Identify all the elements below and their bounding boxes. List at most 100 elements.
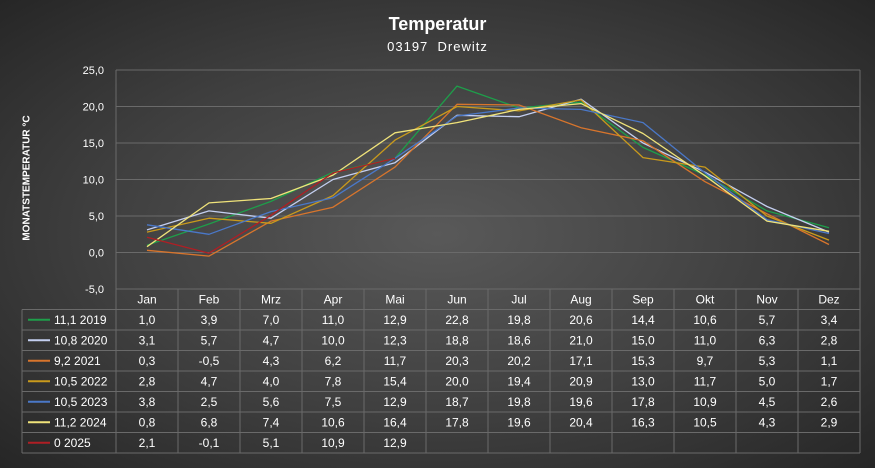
legend-label: 9,2 2021: [54, 354, 101, 368]
data-label: 4,0: [263, 374, 280, 388]
data-label: 2,9: [821, 415, 838, 429]
chart-subtitle: 03197 Drewitz: [387, 39, 488, 54]
x-tick-label: Sep: [632, 292, 654, 306]
x-tick-label: Jan: [137, 292, 156, 306]
legend-label: 11,1 2019: [54, 313, 107, 327]
series-line: [146, 102, 830, 248]
data-label: 10,9: [321, 436, 345, 450]
data-label: 20,9: [569, 374, 593, 388]
y-tick-label: 20,0: [83, 102, 104, 114]
data-label: 17,8: [631, 395, 655, 409]
x-tick-label: Aug: [570, 292, 591, 306]
data-label: 15,3: [631, 354, 655, 368]
x-tick-label: Nov: [756, 292, 777, 306]
data-label: 10,9: [693, 395, 717, 409]
data-label: 3,8: [139, 395, 156, 409]
data-label: 4,7: [263, 333, 280, 347]
data-label: 16,4: [383, 415, 407, 429]
data-label: 12,9: [383, 436, 407, 450]
data-label: 3,4: [821, 313, 838, 327]
y-tick-label: 0,0: [89, 248, 104, 260]
data-label: 9,7: [697, 354, 714, 368]
x-tick-label: Okt: [696, 292, 715, 306]
data-label: 20,3: [445, 354, 469, 368]
data-label: 16,3: [631, 415, 655, 429]
y-tick-label: 5,0: [89, 211, 104, 223]
data-label: 2,6: [821, 395, 838, 409]
series-line: [146, 98, 830, 233]
x-tick-label: Dez: [818, 292, 839, 306]
data-label: 7,4: [263, 415, 280, 429]
data-label: -0,5: [199, 354, 220, 368]
data-label: 20,0: [445, 374, 469, 388]
series-line: [146, 99, 830, 241]
legend-label: 11,2 2024: [54, 415, 107, 429]
data-label: 5,3: [759, 354, 776, 368]
data-label: 18,6: [507, 333, 531, 347]
series-layer: [146, 85, 830, 257]
data-label: 6,3: [759, 333, 776, 347]
series-line: [146, 107, 830, 235]
data-label: 4,3: [263, 354, 280, 368]
data-label: 7,8: [325, 374, 342, 388]
data-label: 10,5: [693, 415, 717, 429]
data-label: 18,7: [445, 395, 469, 409]
data-label: 10,0: [321, 333, 345, 347]
data-label: 1,7: [821, 374, 838, 388]
y-tick-label: 15,0: [83, 138, 104, 150]
data-label: 3,9: [201, 313, 218, 327]
data-label: 15,4: [383, 374, 407, 388]
data-label: 5,7: [759, 313, 776, 327]
data-label: 1,0: [139, 313, 156, 327]
data-label: 4,5: [759, 395, 776, 409]
legend-label: 10,5 2023: [54, 395, 108, 409]
data-label: 19,6: [507, 415, 531, 429]
data-label: 5,1: [263, 436, 280, 450]
data-label: 4,7: [201, 374, 218, 388]
data-label: 6,2: [325, 354, 342, 368]
data-label: 22,8: [445, 313, 469, 327]
x-tick-label: Jul: [511, 292, 526, 306]
data-label: 21,0: [569, 333, 593, 347]
data-label: 15,0: [631, 333, 655, 347]
data-label: 2,1: [139, 436, 156, 450]
x-tick-label: Jun: [447, 292, 466, 306]
data-label: 11,7: [694, 374, 717, 388]
data-label: 2,8: [139, 374, 156, 388]
x-tick-label: Feb: [199, 292, 220, 306]
series-line: [146, 157, 396, 254]
data-label: 5,0: [759, 374, 776, 388]
data-label: 18,8: [445, 333, 469, 347]
x-tick-label: Apr: [324, 292, 343, 306]
legend-label: 10,8 2020: [54, 333, 108, 347]
data-label: 7,5: [325, 395, 342, 409]
data-label: 19,4: [507, 374, 531, 388]
grid-layer: [115, 69, 861, 290]
data-label: 19,8: [507, 395, 531, 409]
data-label: 3,1: [139, 333, 156, 347]
data-label: 13,0: [631, 374, 655, 388]
x-tick-label: Mai: [385, 292, 404, 306]
data-label: 11,0: [694, 333, 717, 347]
data-label: 12,3: [383, 333, 407, 347]
x-tick-label: Mrz: [261, 292, 281, 306]
data-label: 19,6: [569, 395, 593, 409]
data-table: Jan Feb Mrz Apr Mai Jun Jul Aug Sep Okt Nov Dez 11,1…: [21, 288, 861, 454]
data-label: 17,1: [569, 354, 593, 368]
legend-label: 0 2025: [54, 436, 91, 450]
data-label: 17,8: [445, 415, 469, 429]
data-label: -0,1: [199, 436, 220, 450]
data-label: 0,3: [139, 354, 156, 368]
data-label: 0,8: [139, 415, 156, 429]
data-label: 12,9: [383, 313, 407, 327]
data-label: 5,7: [201, 333, 218, 347]
data-label: 7,0: [263, 313, 280, 327]
data-label: 1,1: [821, 354, 838, 368]
y-tick-label: 25,0: [83, 65, 104, 77]
y-tick-label: 10,0: [83, 175, 104, 187]
data-label: 12,9: [383, 395, 407, 409]
data-label: 11,0: [322, 313, 345, 327]
data-label: 2,8: [821, 333, 838, 347]
y-tick-labels: 25,0 20,0 15,0 10,0 5,0 0,0 -5,0: [83, 65, 104, 296]
